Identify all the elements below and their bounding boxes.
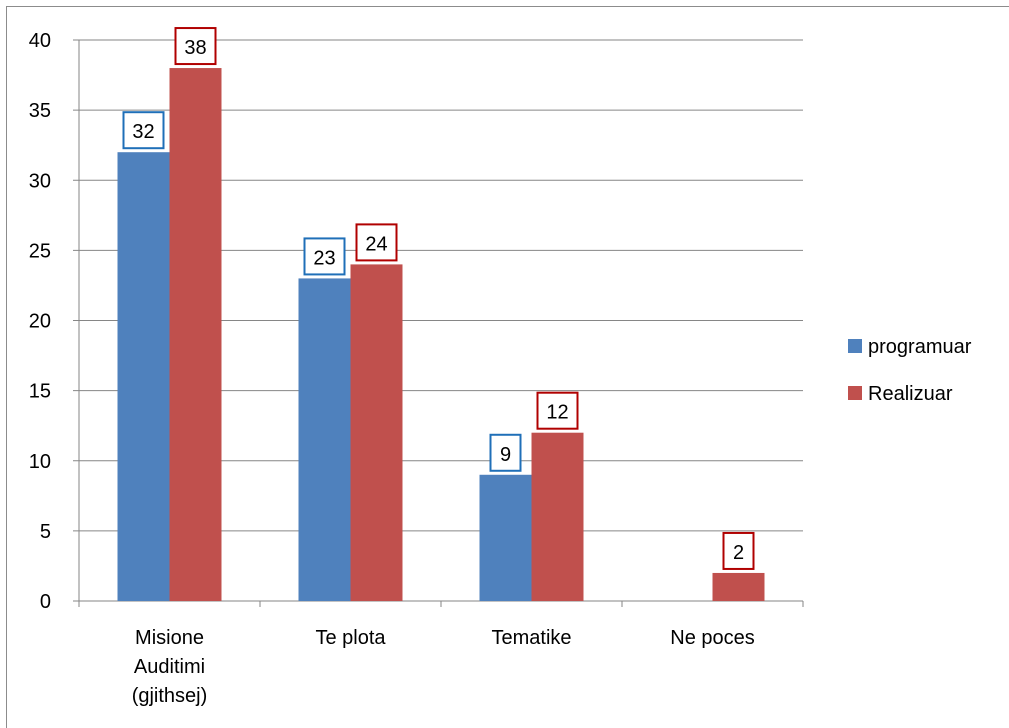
y-tick-label: 15: [29, 381, 51, 403]
legend: programuar Realizuar: [848, 336, 972, 405]
y-tick-label: 35: [29, 100, 51, 122]
bar-programuar: [298, 278, 351, 601]
y-tick-label: 25: [29, 240, 51, 262]
bar-realizuar: [350, 264, 403, 601]
data-label: 12: [546, 402, 568, 424]
bar-realizuar: [169, 68, 222, 602]
axes: 0 5 10 15 20 25 30 35 40 Misione Auditimi (gjithsej…: [29, 30, 804, 707]
x-tick-label-line: Auditimi: [134, 656, 205, 678]
bar-programuar: [117, 152, 170, 601]
legend-label: programuar: [868, 336, 972, 358]
data-label: 24: [365, 233, 387, 255]
bar-realizuar: [531, 432, 584, 601]
data-label: 32: [132, 121, 154, 143]
x-tick-label-line: (gjithsej): [132, 685, 208, 707]
bars: [117, 68, 765, 602]
data-label-box: [174, 27, 217, 66]
legend-label: Realizuar: [868, 383, 953, 405]
y-tick-label: 30: [29, 170, 51, 192]
x-tick-label-line: Misione: [135, 627, 204, 649]
x-tick-label: Tematike: [491, 627, 571, 649]
legend-swatch: [848, 386, 862, 400]
legend-swatch: [848, 339, 862, 353]
data-label: 2: [733, 542, 744, 564]
y-tick-label: 40: [29, 30, 51, 52]
y-tick-label: 10: [29, 451, 51, 473]
data-label: 38: [184, 37, 206, 59]
y-tick-label: 5: [40, 521, 51, 543]
data-labels: 32 23 9 38 24 12 2: [122, 27, 755, 570]
x-tick-label-line: Tematike: [491, 627, 571, 649]
x-tick-label: Te plota: [315, 627, 386, 649]
data-label: 23: [313, 247, 335, 269]
x-tick-label: Ne poces: [670, 627, 755, 649]
data-label: 9: [500, 444, 511, 466]
y-tick-label: 0: [40, 591, 51, 613]
x-tick-label-line: Ne poces: [670, 627, 755, 649]
data-label-box: [722, 531, 755, 570]
y-tick-label: 20: [29, 311, 51, 333]
bar-programuar: [479, 474, 532, 601]
bar-realizuar: [712, 572, 765, 601]
x-tick-label: Misione Auditimi (gjithsej): [132, 627, 208, 707]
data-label-box: [489, 433, 522, 472]
x-tick-label-line: Te plota: [315, 627, 386, 649]
data-label-box: [303, 237, 346, 276]
data-label-box: [536, 391, 579, 430]
data-label-box: [355, 223, 398, 262]
data-label-box: [122, 111, 165, 150]
